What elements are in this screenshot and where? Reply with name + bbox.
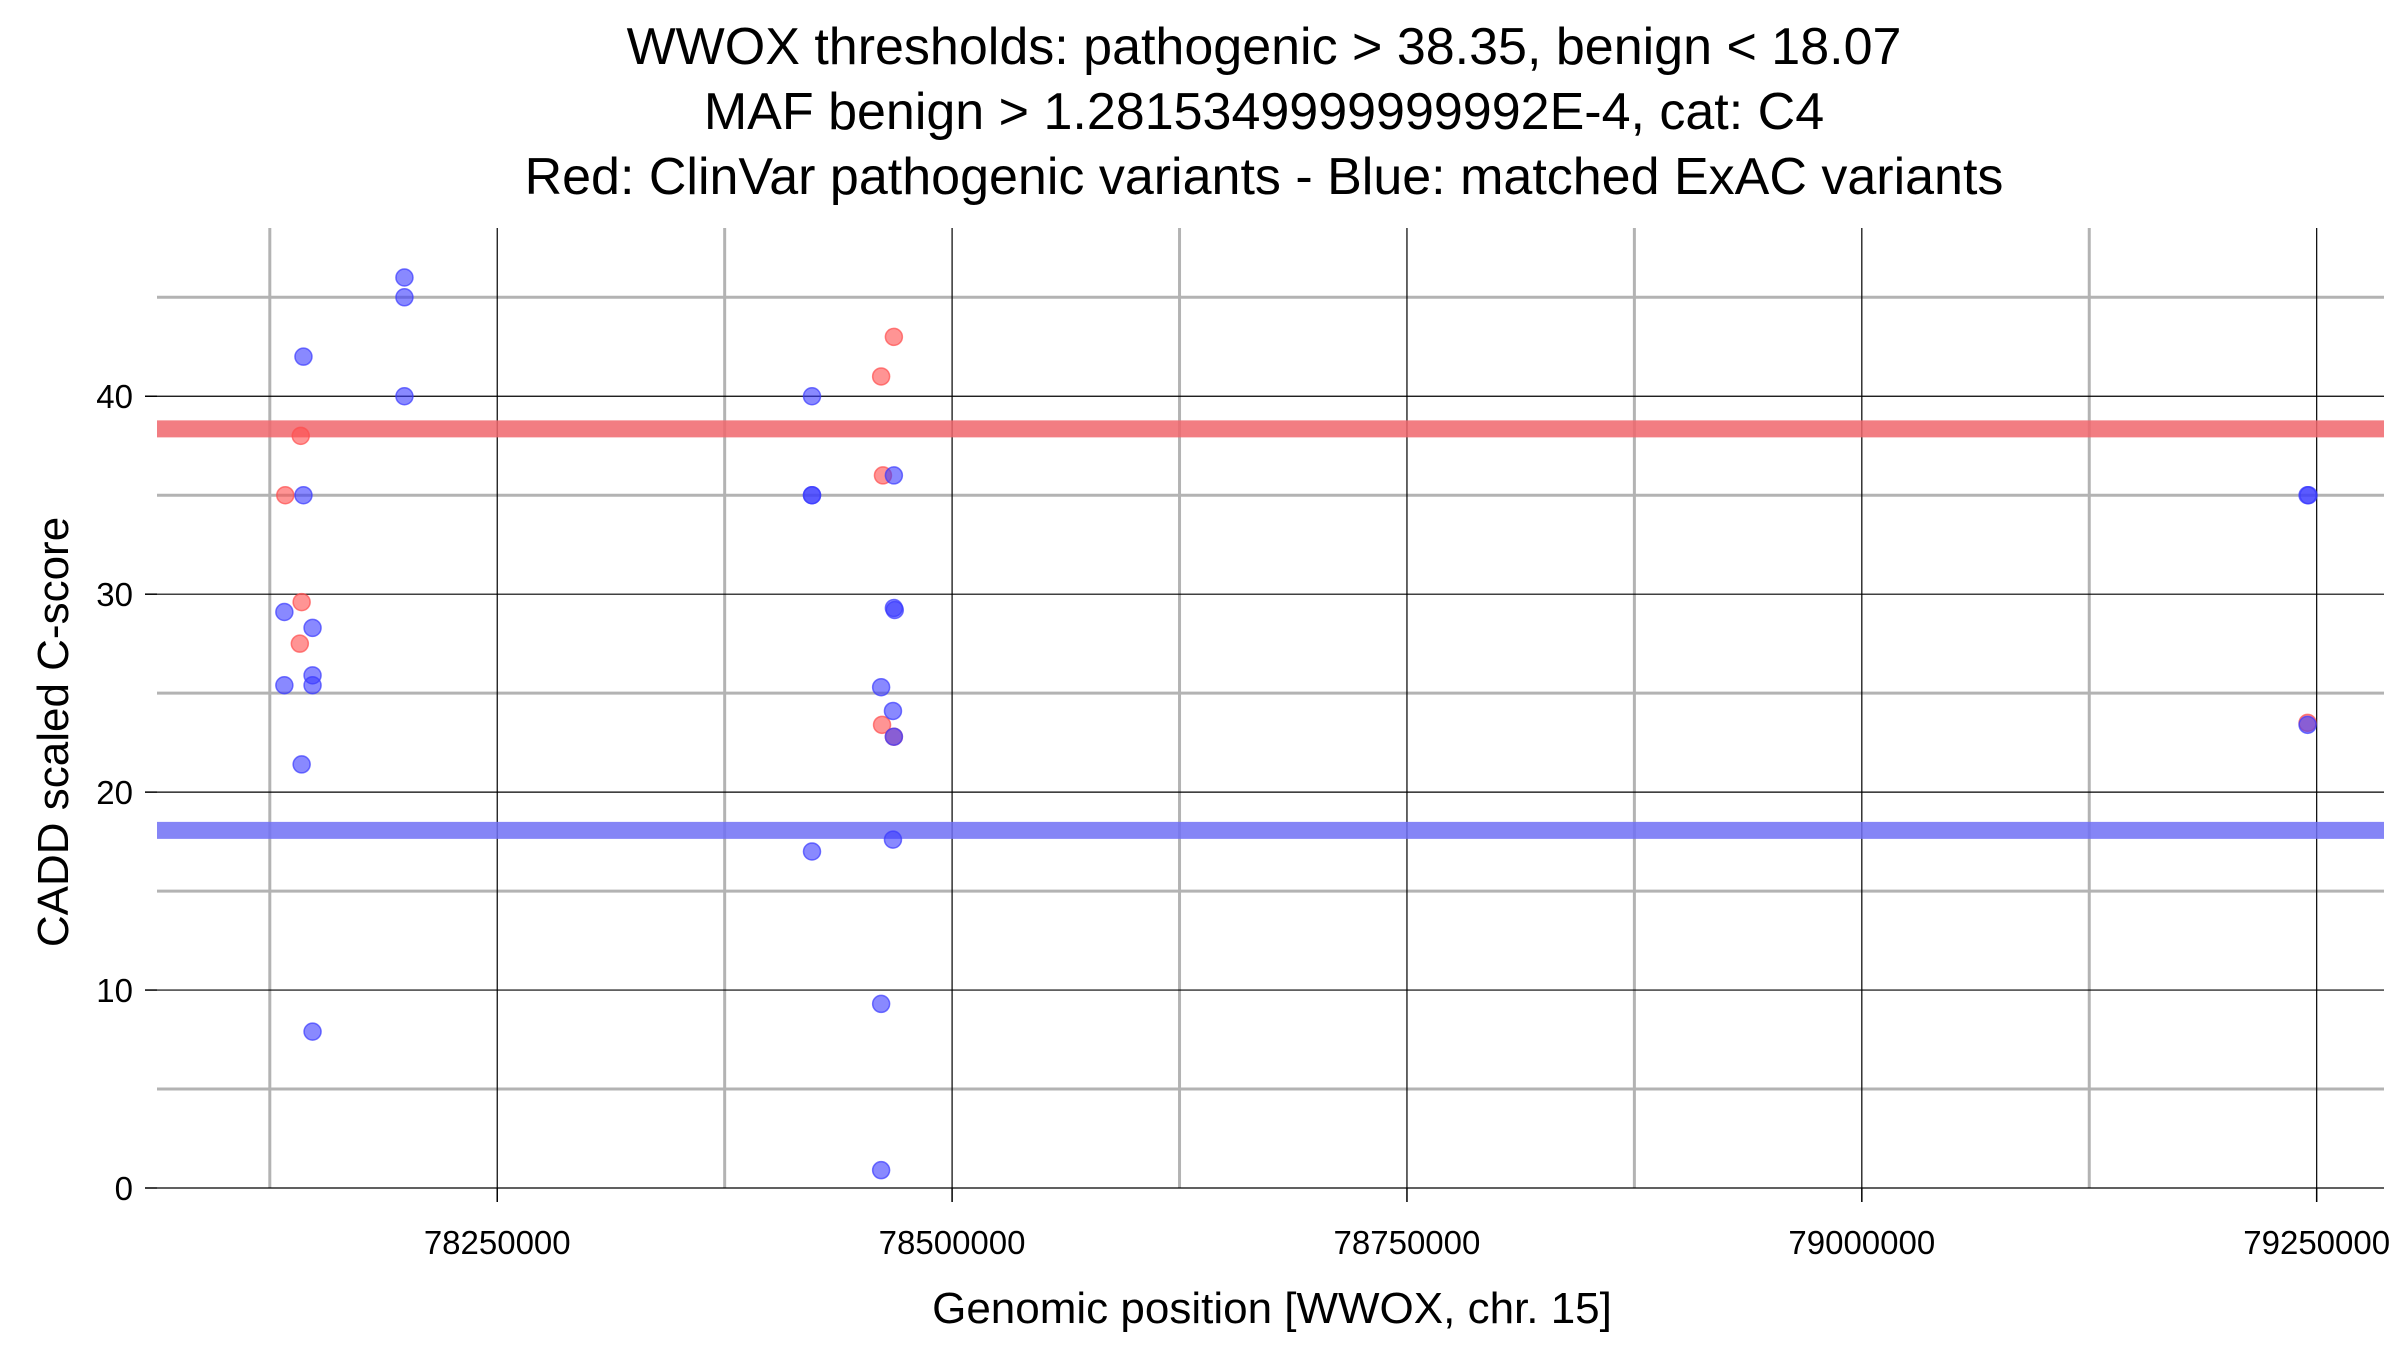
x-tick-label: 78250000 xyxy=(424,1224,571,1261)
exac-point xyxy=(883,701,903,721)
exac-point xyxy=(294,347,313,366)
clinvar-point xyxy=(291,426,310,446)
clinvar-point xyxy=(871,367,891,386)
exac-point xyxy=(275,602,294,622)
exac-point xyxy=(303,618,322,638)
exac-point xyxy=(871,994,891,1014)
x-axis-label: Genomic position [WWOX, chr. 15] xyxy=(932,1284,1612,1333)
exac-point xyxy=(871,1160,891,1180)
exac-point xyxy=(275,675,294,695)
y-tick-label: 10 xyxy=(96,972,133,1009)
clinvar-point xyxy=(884,327,904,347)
x-tick-label: 79000000 xyxy=(1788,1224,1935,1261)
exac-point xyxy=(802,485,822,505)
clinvar-point xyxy=(290,634,310,653)
exac-point xyxy=(884,727,904,746)
major-grid xyxy=(157,228,2384,1189)
exac-point xyxy=(2298,715,2317,735)
y-tick-label: 0 xyxy=(115,1170,133,1207)
data-points xyxy=(275,268,2318,1180)
exac-point xyxy=(802,386,822,406)
exac-point xyxy=(303,675,322,695)
exac-point xyxy=(802,842,822,861)
x-tick-label: 79250000 xyxy=(2243,1224,2390,1261)
y-tick-label: 20 xyxy=(96,774,133,811)
exac-point xyxy=(292,755,311,774)
x-tick-label: 78500000 xyxy=(879,1224,1026,1261)
exac-point xyxy=(2299,485,2318,505)
exac-point xyxy=(885,600,905,620)
chart-title-line-3: Red: ClinVar pathogenic variants - Blue:… xyxy=(525,148,2004,206)
exac-point xyxy=(884,466,904,485)
x-tick-label: 78750000 xyxy=(1334,1224,1481,1261)
exac-point xyxy=(395,386,414,406)
exac-point xyxy=(395,288,414,307)
clinvar-point xyxy=(292,592,311,612)
y-tick-label: 30 xyxy=(96,576,133,613)
y-tick-label: 40 xyxy=(96,378,133,415)
exac-point xyxy=(395,268,414,287)
exac-point xyxy=(294,485,313,505)
minor-grid xyxy=(157,228,2384,1188)
axis-ticks: 0 10 20 30 40 78250000 78500000 78750000 7900000… xyxy=(96,378,2390,1261)
clinvar-point xyxy=(276,485,295,505)
exac-point xyxy=(883,830,903,849)
chart-title-line-1: WWOX thresholds: pathogenic > 38.35, ben… xyxy=(627,18,1902,76)
chart-title-line-2: MAF benign > 1.2815349999999992E-4, cat:… xyxy=(704,83,1824,141)
y-axis-label: CADD scaled C-score xyxy=(29,517,78,947)
exac-point xyxy=(871,677,891,697)
clinvar-point xyxy=(872,715,892,735)
exac-point xyxy=(303,1022,322,1041)
threshold-lines xyxy=(157,420,2384,839)
